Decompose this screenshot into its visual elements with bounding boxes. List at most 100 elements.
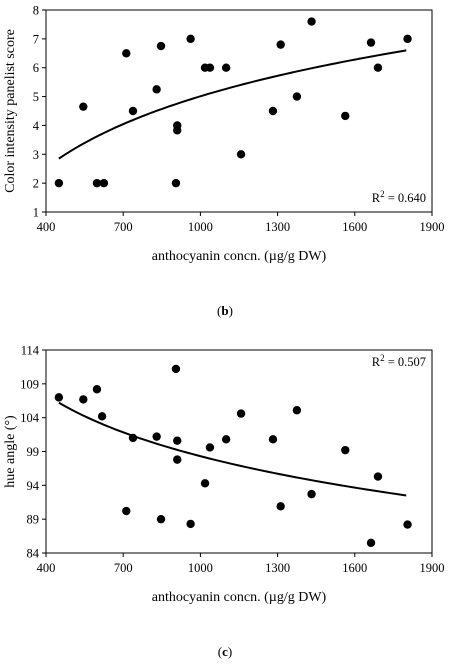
- data-point: [92, 178, 102, 188]
- panel-letter: c: [222, 644, 228, 659]
- data-point: [156, 514, 166, 524]
- data-point: [373, 472, 383, 481]
- y-axis-label: Color intensity panelist score: [3, 29, 18, 193]
- panel-label: (b): [217, 303, 233, 318]
- y-tick-label: 109: [20, 377, 39, 391]
- y-tick-label: 84: [27, 547, 40, 561]
- y-tick-label: 5: [33, 90, 39, 104]
- data-point: [403, 520, 412, 529]
- data-point: [373, 63, 383, 72]
- r-squared-value: = 0.507: [385, 355, 426, 369]
- y-tick-label: 7: [33, 32, 39, 46]
- data-point: [205, 443, 215, 452]
- r-squared-label: R2 = 0.640: [372, 189, 426, 205]
- x-tick-label: 1600: [342, 561, 367, 575]
- x-tick-label: 1900: [420, 220, 445, 234]
- r-squared-symbol: R: [372, 191, 381, 205]
- data-point: [128, 106, 138, 116]
- y-tick-label: 94: [27, 479, 40, 493]
- data-point: [366, 38, 376, 47]
- y-tick-label: 6: [33, 61, 39, 75]
- y-tick-label: 114: [21, 344, 40, 358]
- x-tick-label: 1000: [188, 220, 213, 234]
- x-tick-label: 1300: [265, 220, 290, 234]
- data-point: [152, 432, 161, 441]
- chart-panel-c: 400 700 1000 1300 1600 1900 84 89 94 99 104 109 114 a…: [3, 344, 445, 660]
- data-point: [54, 178, 64, 188]
- data-point: [186, 34, 195, 44]
- data-point: [403, 34, 412, 44]
- panel-letter: b: [221, 303, 228, 318]
- data-point: [341, 445, 350, 455]
- data-point: [92, 385, 102, 394]
- data-point: [173, 436, 182, 445]
- data-point: [99, 178, 109, 188]
- x-tick-label: 1000: [188, 561, 213, 575]
- x-tick-label: 700: [114, 561, 133, 575]
- data-point: [122, 49, 131, 58]
- x-axis-label: anthocyanin concn. (µg/g DW): [152, 249, 327, 264]
- data-point: [292, 92, 302, 101]
- panel-label: (c): [218, 644, 232, 659]
- data-point: [268, 435, 278, 444]
- data-point: [171, 178, 181, 188]
- panel-paren-open: (: [218, 644, 222, 659]
- data-point: [173, 455, 182, 464]
- plot-frame: [45, 9, 433, 213]
- data-point: [292, 406, 302, 415]
- data-point: [122, 506, 131, 516]
- y-tick-label: 104: [20, 411, 40, 425]
- data-point: [173, 121, 182, 130]
- data-point: [186, 519, 195, 529]
- x-tick-label: 1900: [420, 561, 445, 575]
- y-tick-label: 89: [27, 513, 40, 527]
- trend-line: [58, 49, 407, 160]
- y-tick-label: 99: [27, 445, 40, 459]
- data-point: [236, 409, 246, 418]
- data-point: [221, 435, 231, 444]
- data-point: [79, 395, 88, 404]
- data-point: [200, 479, 210, 488]
- data-point: [276, 502, 285, 511]
- data-point: [221, 63, 231, 72]
- y-tick-label: 1: [33, 206, 39, 220]
- r-squared-superscript: 2: [380, 189, 385, 199]
- x-tick-label: 400: [37, 561, 56, 575]
- x-tick-label: 1300: [265, 561, 290, 575]
- r-squared-value: = 0.640: [385, 191, 426, 205]
- data-point: [276, 40, 285, 49]
- data-point: [54, 393, 64, 402]
- data-point: [152, 85, 161, 94]
- x-tick-label: 700: [114, 220, 133, 234]
- data-point: [128, 433, 138, 443]
- data-point: [236, 150, 246, 159]
- data-point: [307, 17, 316, 26]
- y-tick-label: 8: [33, 4, 39, 18]
- y-tick-label: 4: [33, 119, 40, 133]
- y-tick-label: 3: [33, 148, 39, 162]
- data-point: [307, 489, 316, 499]
- chart-panel-b: 400 700 1000 1300 1600 1900 1 2 3 4 5 6 7 8 anthocyani…: [3, 4, 445, 319]
- data-point: [171, 364, 181, 374]
- data-point: [366, 538, 376, 548]
- data-point: [268, 106, 278, 116]
- trend-line: [58, 401, 407, 497]
- r-squared-symbol: R: [372, 355, 381, 369]
- data-point: [97, 412, 107, 421]
- data-point: [205, 63, 215, 72]
- data-point: [79, 102, 88, 111]
- y-axis-label: hue angle (°): [3, 415, 18, 488]
- panel-paren-close: ): [229, 303, 233, 318]
- plot-frame: [45, 349, 433, 554]
- data-point: [341, 111, 350, 121]
- x-tick-label: 1600: [342, 220, 367, 234]
- panel-paren-close: ): [228, 644, 232, 659]
- x-tick-label: 400: [37, 220, 56, 234]
- panel-paren-open: (: [217, 303, 221, 318]
- r-squared-label: R2 = 0.507: [372, 353, 426, 369]
- x-axis-label: anthocyanin concn. (µg/g DW): [152, 590, 327, 605]
- y-tick-label: 2: [33, 177, 39, 191]
- data-point: [156, 41, 166, 51]
- r-squared-superscript: 2: [380, 353, 385, 363]
